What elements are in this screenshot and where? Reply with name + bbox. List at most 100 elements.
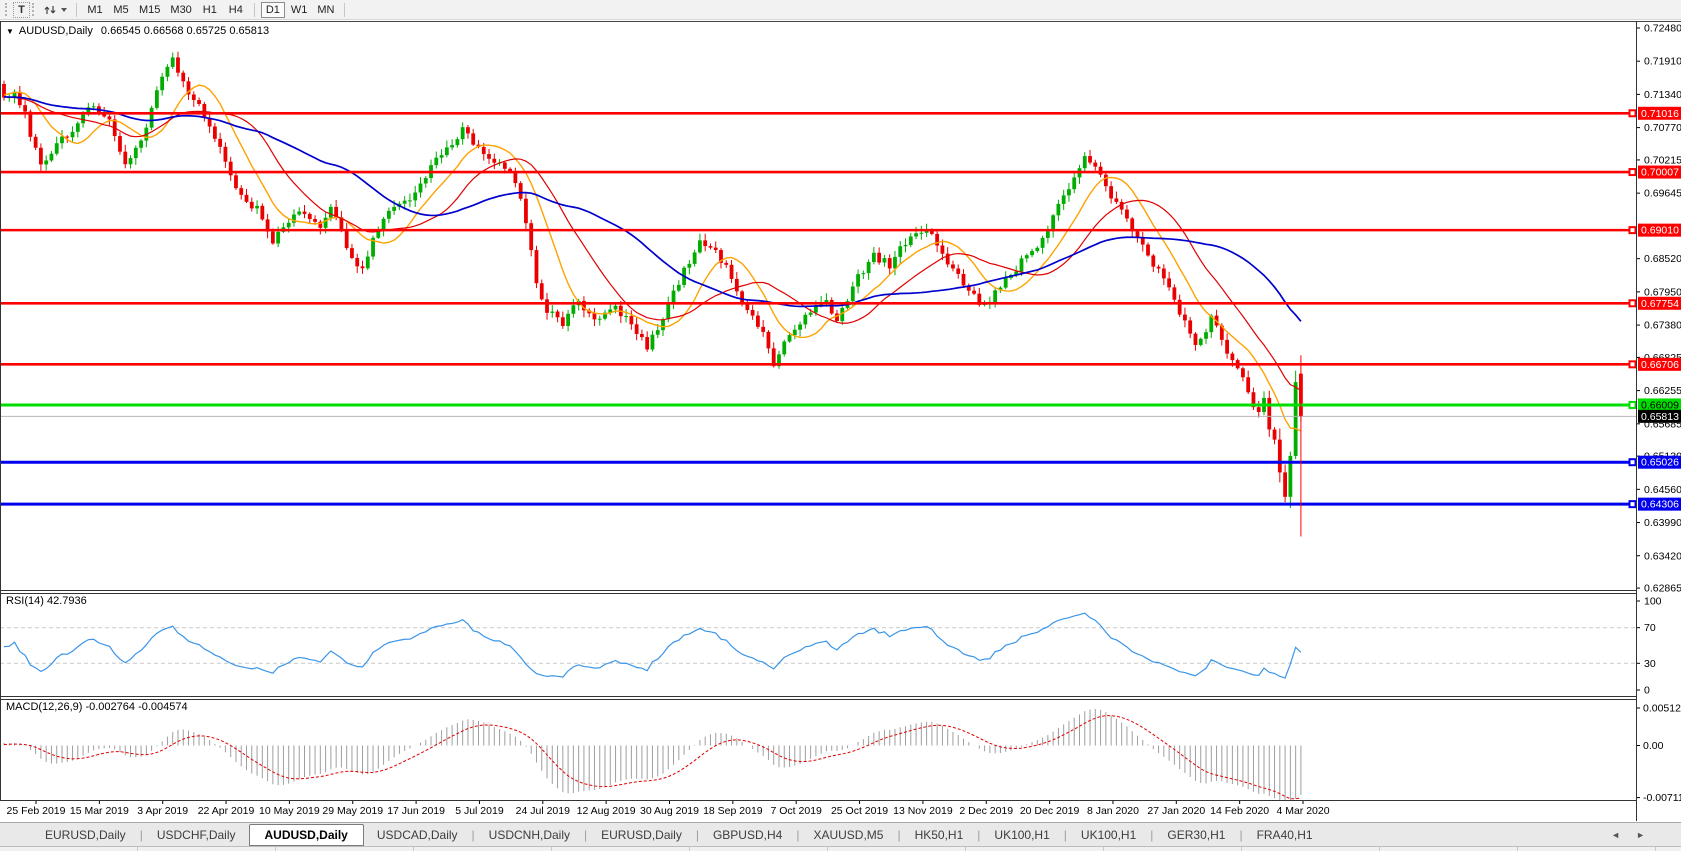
toolbar-separator xyxy=(76,2,77,17)
chart-tabs: EURUSD,Daily | USDCHF,Daily AUDUSD,Daily USD… xyxy=(32,823,1326,846)
tab-separator: | xyxy=(139,827,143,842)
toolbar-separator xyxy=(253,2,255,17)
date-tick-label: 5 Jul 2019 xyxy=(455,805,504,817)
tab-scroll-left-icon[interactable]: ◄ xyxy=(1611,829,1621,840)
line-anchor-icon[interactable] xyxy=(1628,168,1637,177)
main-price-pane xyxy=(0,51,1636,537)
line-anchor-icon[interactable] xyxy=(1628,299,1637,308)
macd-signal-line[interactable] xyxy=(3,715,1301,800)
price-tag xyxy=(1638,106,1681,120)
date-tick-label: 30 Aug 2019 xyxy=(640,805,699,817)
svg-text:0.71910: 0.71910 xyxy=(1644,56,1681,68)
rsi-indicator-label: RSI(14) 42.7936 xyxy=(6,595,87,607)
timeframe-button-h1[interactable]: H1 xyxy=(202,3,217,16)
svg-text:0.70770: 0.70770 xyxy=(1644,122,1681,134)
tab-audusd-daily[interactable]: AUDUSD,Daily xyxy=(248,823,364,846)
line-anchor-icon[interactable] xyxy=(1628,109,1637,118)
svg-text:0.64560: 0.64560 xyxy=(1644,484,1681,496)
arrange-charts-button[interactable] xyxy=(40,2,60,18)
line-anchor-icon[interactable] xyxy=(1628,226,1637,235)
price-tag xyxy=(1638,223,1681,237)
date-tick-label: 15 Mar 2019 xyxy=(70,805,129,817)
timeframe-button-m15[interactable]: M15 xyxy=(139,3,161,16)
tab-eurusd-daily[interactable]: EURUSD,Daily xyxy=(45,827,126,842)
tab-separator: | xyxy=(1063,827,1067,842)
price-tag-label: 0.71016 xyxy=(1641,108,1679,120)
date-tick-label: 29 May 2019 xyxy=(322,805,383,817)
svg-text:0.00: 0.00 xyxy=(1643,740,1664,752)
tab-ger30-h1[interactable]: GER30,H1 xyxy=(1167,827,1226,842)
svg-text:70: 70 xyxy=(1644,622,1656,634)
macd-indicator-label: MACD(12,26,9) -0.002764 -0.004574 xyxy=(6,701,188,713)
top-toolbar: T M1 M5 M15 M30 H1 H4 D1 W1 MN xyxy=(0,0,1681,20)
text-tool-button[interactable]: T xyxy=(13,1,30,18)
tab-separator: | xyxy=(897,827,901,842)
toolbar-grip-icon[interactable] xyxy=(32,3,36,16)
tab-hk50-h1[interactable]: HK50,H1 xyxy=(914,827,964,842)
svg-text:30: 30 xyxy=(1644,658,1656,670)
price-tag-label: 0.67754 xyxy=(1641,298,1679,310)
svg-text:0.63420: 0.63420 xyxy=(1644,550,1681,562)
timeframe-button-w1[interactable]: W1 xyxy=(290,3,308,16)
svg-text:0.67950: 0.67950 xyxy=(1644,286,1681,298)
toolbar-grip-icon[interactable] xyxy=(5,3,9,16)
tab-scroll-controls: ◄ ► xyxy=(1611,830,1645,840)
tab-usdcnh-daily[interactable]: USDCNH,Daily xyxy=(488,827,571,842)
tab-usdchf-daily[interactable]: USDCHF,Daily xyxy=(156,827,236,842)
date-tick-label: 25 Oct 2019 xyxy=(831,805,888,817)
tab-separator: | xyxy=(584,827,588,842)
tab-fra40-h1[interactable]: FRA40,H1 xyxy=(1256,827,1313,842)
tab-separator: | xyxy=(1239,827,1243,842)
timeframe-button-m5[interactable]: M5 xyxy=(113,3,129,16)
tab-uk100-h1[interactable]: UK100,H1 xyxy=(994,827,1050,842)
timeframe-button-group: M1 M5 M15 M30 H1 H4 D1 W1 MN xyxy=(82,1,339,18)
date-tick-label: 24 Jul 2019 xyxy=(516,805,570,817)
macd-pane xyxy=(3,709,1302,800)
svg-text:0.71340: 0.71340 xyxy=(1644,89,1681,101)
date-tick-label: 17 Jun 2019 xyxy=(387,805,445,817)
candlestick-series xyxy=(2,51,1303,508)
line-anchor-icon[interactable] xyxy=(1628,458,1637,467)
svg-text:-0.007115: -0.007115 xyxy=(1643,792,1681,804)
tab-eurusd-daily[interactable]: EURUSD,Daily xyxy=(601,827,682,842)
price-tag-label: 0.66706 xyxy=(1641,359,1679,371)
moving-average-10[interactable] xyxy=(3,84,1302,432)
tab-gbpusd-h4[interactable]: GBPUSD,H4 xyxy=(712,827,783,842)
timeframe-button-d1[interactable]: D1 xyxy=(260,1,285,18)
svg-text:0.67380: 0.67380 xyxy=(1644,320,1681,332)
macd-histogram xyxy=(3,709,1302,800)
timeframe-button-m1[interactable]: M1 xyxy=(87,3,103,16)
chart-ohlc-values: 0.66545 0.66568 0.65725 0.65813 xyxy=(100,25,270,37)
svg-text:0.005121: 0.005121 xyxy=(1643,703,1681,715)
svg-text:0.69645: 0.69645 xyxy=(1644,188,1681,200)
svg-text:100: 100 xyxy=(1644,596,1662,608)
moving-average-40[interactable] xyxy=(3,96,1302,322)
svg-text:0.72480: 0.72480 xyxy=(1644,23,1681,35)
tab-separator: | xyxy=(1150,827,1154,842)
chart-tab-bar: EURUSD,Daily | USDCHF,Daily AUDUSD,Daily USD… xyxy=(0,822,1681,846)
price-tag xyxy=(1638,357,1681,371)
tab-separator: | xyxy=(695,827,699,842)
line-anchor-icon[interactable] xyxy=(1628,360,1637,369)
rsi-line[interactable] xyxy=(3,612,1302,679)
price-tag-label: 0.65026 xyxy=(1641,457,1679,469)
date-tick-label: 10 May 2019 xyxy=(259,805,320,817)
date-tick-label: 3 Apr 2019 xyxy=(137,805,188,817)
date-tick-label: 22 Apr 2019 xyxy=(198,805,255,817)
tab-usdcad-daily[interactable]: USDCAD,Daily xyxy=(376,827,458,842)
chart-context-triangle-icon[interactable]: ▼ xyxy=(6,26,14,36)
timeframe-button-m30[interactable]: M30 xyxy=(170,3,192,16)
tab-xauusd-m5[interactable]: XAUUSD,M5 xyxy=(813,827,884,842)
dropdown-caret-icon[interactable] xyxy=(61,7,67,12)
timeframe-button-h4[interactable]: H4 xyxy=(228,3,243,16)
svg-text:0.68520: 0.68520 xyxy=(1644,253,1681,265)
svg-text:0.70215: 0.70215 xyxy=(1644,154,1681,166)
line-anchor-icon[interactable] xyxy=(1628,400,1637,409)
tab-uk100-h1[interactable]: UK100,H1 xyxy=(1080,827,1137,842)
chart-area[interactable]: 0.72480 0.71910 0.71340 0.70770 0.70215 0.696… xyxy=(0,21,1681,822)
line-anchor-icon[interactable] xyxy=(1628,500,1637,509)
chart-symbol-label: AUDUSD,Daily xyxy=(18,25,93,37)
timeframe-button-mn[interactable]: MN xyxy=(317,3,335,16)
tab-scroll-right-icon[interactable]: ► xyxy=(1636,829,1645,840)
